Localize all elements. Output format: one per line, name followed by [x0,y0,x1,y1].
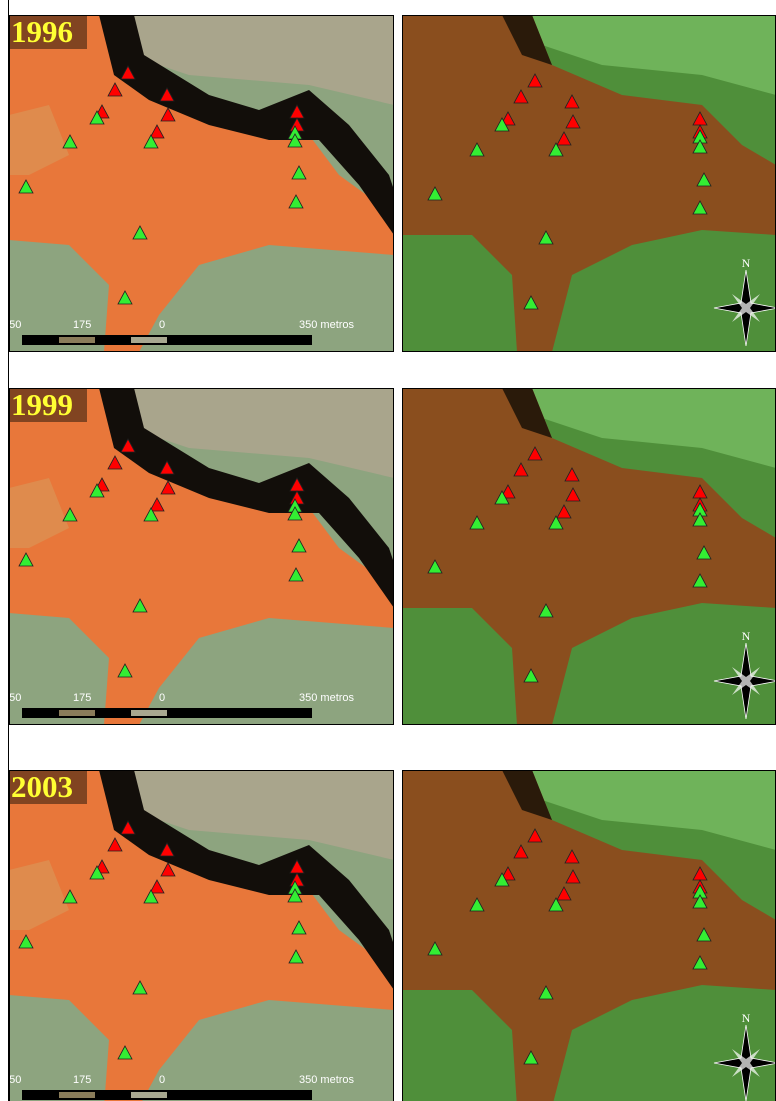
scale-seg [59,337,95,343]
false-color-image: 1996 350 175 0 350 metros [3,14,394,352]
scale-label: 175 [73,319,91,331]
scale-label: 350 metros [299,692,355,704]
north-label: N [742,256,751,270]
scale-label: 175 [73,1074,91,1086]
true-color-image: N [402,770,776,1101]
scale-seg [59,710,95,716]
true-color-image: N [402,15,776,352]
year-label: 1996 [11,14,73,49]
false-color-image: 2003 350 175 0 350 metros [3,769,394,1101]
figure: 1996 350 175 0 350 metros N 1999 350 175 0 350 met… [0,0,776,1101]
scale-seg [59,1092,95,1098]
year-label: 1999 [11,387,73,422]
north-label: N [742,1011,751,1025]
scale-seg [131,337,167,343]
true-color-image: N [402,388,776,725]
scale-label: 350 metros [299,1074,355,1086]
scale-label: 175 [73,692,91,704]
scale-seg [131,710,167,716]
scale-label: 350 [3,1074,21,1086]
scale-label: 350 metros [299,319,355,331]
year-label: 2003 [11,769,73,804]
false-color-image: 1999 350 175 0 350 metros [3,387,394,725]
scale-label: 350 [3,692,21,704]
scale-label: 0 [159,1074,165,1086]
scale-label: 0 [159,319,165,331]
scale-label: 350 [3,319,21,331]
scale-label: 0 [159,692,165,704]
north-label: N [742,629,751,643]
scale-seg [131,1092,167,1098]
